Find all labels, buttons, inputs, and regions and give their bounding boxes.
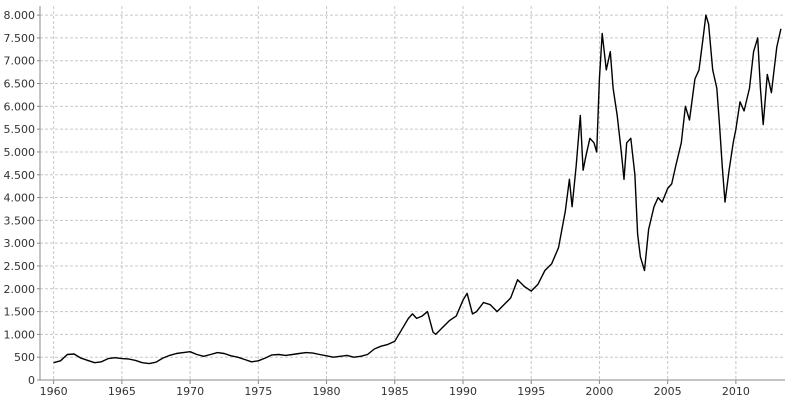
x-axis-ticks: 1960 1965 1970 1975 1980 1985 1990 1995 2000 2005…	[40, 380, 750, 398]
y-tick-label: 7.000	[4, 55, 36, 68]
series-line-0	[53, 14, 782, 365]
y-tick-label: 2.000	[4, 283, 36, 296]
y-tick-label: 4.000	[4, 192, 36, 205]
grid	[40, 6, 785, 380]
series	[53, 14, 782, 365]
y-tick-label: 6.000	[4, 100, 36, 113]
y-tick-label: 3.500	[4, 214, 36, 227]
x-tick-label: 1960	[40, 385, 68, 398]
x-tick-label: 1990	[449, 385, 477, 398]
y-tick-label: 6.500	[4, 78, 36, 91]
y-tick-label: 3.000	[4, 237, 36, 250]
y-tick-label: 0	[28, 374, 35, 387]
y-tick-label: 7.500	[4, 32, 36, 45]
x-tick-label: 2000	[585, 385, 613, 398]
x-tick-label: 1980	[313, 385, 341, 398]
axes	[39, 6, 785, 381]
x-tick-label: 2005	[654, 385, 682, 398]
x-tick-label: 2010	[722, 385, 750, 398]
x-tick-label: 1975	[244, 385, 272, 398]
y-tick-label: 2.500	[4, 260, 36, 273]
y-tick-label: 500	[14, 351, 35, 364]
y-tick-label: 1.000	[4, 328, 36, 341]
x-tick-label: 1965	[108, 385, 136, 398]
y-tick-label: 8.000	[4, 9, 36, 22]
y-tick-label: 5.000	[4, 146, 36, 159]
y-tick-label: 5.500	[4, 123, 36, 136]
x-tick-label: 1995	[517, 385, 545, 398]
y-tick-label: 4.500	[4, 169, 36, 182]
y-tick-label: 1.500	[4, 306, 36, 319]
y-axis-ticks: 0 500 1.000 1.500 2.000 2.500 3.000 3.500 4.000 4…	[4, 9, 40, 387]
x-tick-label: 1970	[176, 385, 204, 398]
x-tick-label: 1985	[381, 385, 409, 398]
